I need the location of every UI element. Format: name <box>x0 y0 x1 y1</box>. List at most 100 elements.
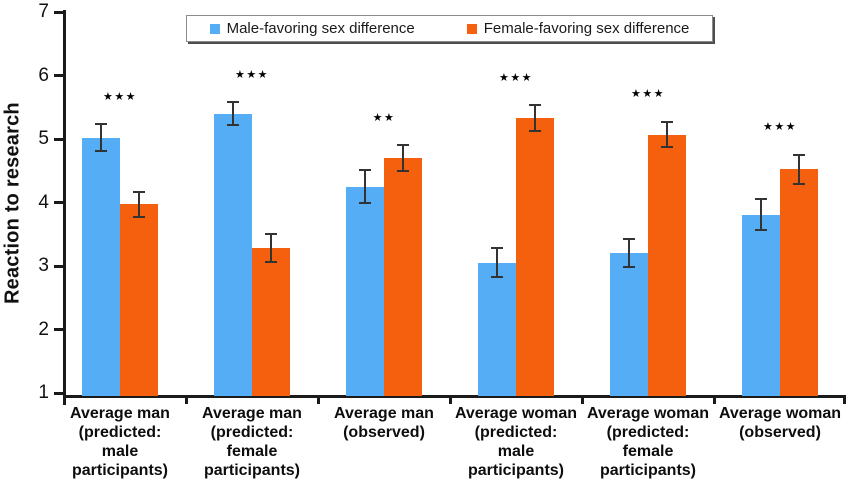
x-category-label-line: Average man <box>70 405 170 422</box>
error-bar-cap-top <box>623 238 635 241</box>
legend-item-male-favoring: Male-favoring sex difference <box>209 20 415 37</box>
error-bar-cap-top <box>755 197 767 200</box>
bar-female-favoring <box>780 169 818 396</box>
bar-male-favoring <box>742 214 780 396</box>
x-category-label: Average woman (observed) <box>714 404 846 442</box>
error-bar-cap-top <box>491 247 503 250</box>
x-category-label: Average woman (predicted: female participan… <box>582 404 714 480</box>
bar-female-favoring <box>120 204 158 396</box>
significance-stars: ★★ <box>372 111 396 124</box>
error-bar-cap-bottom <box>95 150 107 153</box>
error-bar-cap-top <box>661 120 673 123</box>
error-bar-line <box>402 145 404 171</box>
y-axis-tick <box>54 74 64 77</box>
y-axis-tick <box>54 201 64 204</box>
significance-stars: ★★★ <box>498 71 534 84</box>
x-axis-tick <box>712 396 716 404</box>
error-bar-line <box>760 198 762 231</box>
error-bar-cap-top <box>133 190 145 193</box>
error-bar-line <box>232 102 234 126</box>
x-axis-tick <box>448 396 452 404</box>
x-category-label-line: female <box>226 443 278 460</box>
x-category-label-line: (predicted: <box>606 424 690 441</box>
error-bar-cap-top <box>529 104 541 107</box>
x-category-label-line: male <box>101 443 139 460</box>
error-bar-cap-top <box>265 233 277 236</box>
error-bar-cap-bottom <box>397 169 409 172</box>
error-bar-cap-bottom <box>755 229 767 232</box>
y-axis-tick <box>54 328 64 331</box>
error-bar-line <box>138 191 140 218</box>
x-category-label: Average woman (predicted: male participants… <box>450 404 582 480</box>
y-axis-tick-label: 1 <box>38 382 49 403</box>
x-category-label-line: Average woman <box>718 405 842 422</box>
x-category-label-line: Average man <box>334 405 434 422</box>
x-category-label: Average man (predicted: female participants… <box>186 404 318 480</box>
x-axis-tick <box>184 396 188 404</box>
y-axis-tick-label: 4 <box>38 191 49 213</box>
bar-female-favoring <box>648 134 686 396</box>
bar-male-favoring <box>346 186 384 396</box>
y-axis-tick <box>54 264 64 268</box>
x-category-label-line: (predicted: <box>78 424 162 441</box>
error-bar-line <box>100 124 102 152</box>
x-category-label-line: participants) <box>203 462 300 479</box>
bar-female-favoring <box>516 118 554 396</box>
x-axis-tick <box>316 396 320 404</box>
legend-label-male-favoring: Male-favoring sex difference <box>226 20 415 37</box>
error-bar-line <box>534 105 536 131</box>
x-category-label-line: (predicted: <box>210 424 294 441</box>
x-category-label-line: participants) <box>599 462 696 479</box>
error-bar-line <box>496 248 498 278</box>
legend-item-female-favoring: Female-favoring sex difference <box>466 20 690 37</box>
x-category-label-line: (observed) <box>343 424 425 441</box>
y-axis-line <box>63 10 66 405</box>
bar-female-favoring <box>384 158 422 396</box>
bar-female-favoring <box>252 248 290 396</box>
error-bar-cap-bottom <box>661 146 673 149</box>
error-bar-cap-bottom <box>359 202 371 205</box>
y-axis-tick-label: 5 <box>38 128 49 149</box>
error-bar-cap-bottom <box>793 183 805 186</box>
x-category-label-line: Average woman <box>454 405 578 422</box>
significance-stars: ★★★ <box>102 90 138 103</box>
x-category-label-line: Average woman <box>586 405 710 422</box>
x-category-label: Average man (predicted: male participants) <box>54 404 186 480</box>
legend-swatch-male-favoring <box>209 23 220 34</box>
bar-male-favoring <box>82 137 120 396</box>
bar-male-favoring <box>214 113 252 396</box>
error-bar-line <box>628 239 630 268</box>
error-bar-line <box>798 154 800 185</box>
x-axis-tick <box>843 396 846 404</box>
x-category-label-line: participants) <box>467 462 564 479</box>
error-bar-cap-bottom <box>491 276 503 279</box>
error-bar-cap-bottom <box>227 124 239 127</box>
x-axis-line <box>63 394 846 398</box>
error-bar-cap-bottom <box>133 216 145 219</box>
x-category-label-line: (observed) <box>739 424 821 441</box>
significance-stars: ★★★ <box>762 121 798 134</box>
legend-swatch-female-favoring <box>466 23 477 34</box>
error-bar-cap-top <box>227 101 239 104</box>
legend: Male-favoring sex difference Female-favo… <box>186 15 713 42</box>
bar-male-favoring <box>610 253 648 396</box>
error-bar-cap-top <box>793 153 805 156</box>
bar-male-favoring <box>478 262 516 396</box>
x-axis-tick <box>580 396 584 404</box>
significance-stars: ★★★ <box>234 68 270 81</box>
y-axis-tick <box>54 137 64 141</box>
x-category-label-line: Average man <box>202 405 302 422</box>
error-bar-cap-top <box>95 123 107 126</box>
x-category-label: Average man (observed) <box>318 404 450 442</box>
error-bar-cap-bottom <box>623 266 635 269</box>
error-bar-cap-bottom <box>265 261 277 264</box>
error-bar-line <box>666 121 668 148</box>
error-bar-cap-top <box>397 144 409 147</box>
legend-label-female-favoring: Female-favoring sex difference <box>483 20 690 37</box>
y-axis-tick-label: 3 <box>38 255 49 276</box>
significance-stars: ★★★ <box>630 88 666 101</box>
x-category-label-line: male <box>497 443 535 460</box>
x-category-label-line: participants) <box>71 462 168 479</box>
error-bar-cap-bottom <box>529 129 541 132</box>
